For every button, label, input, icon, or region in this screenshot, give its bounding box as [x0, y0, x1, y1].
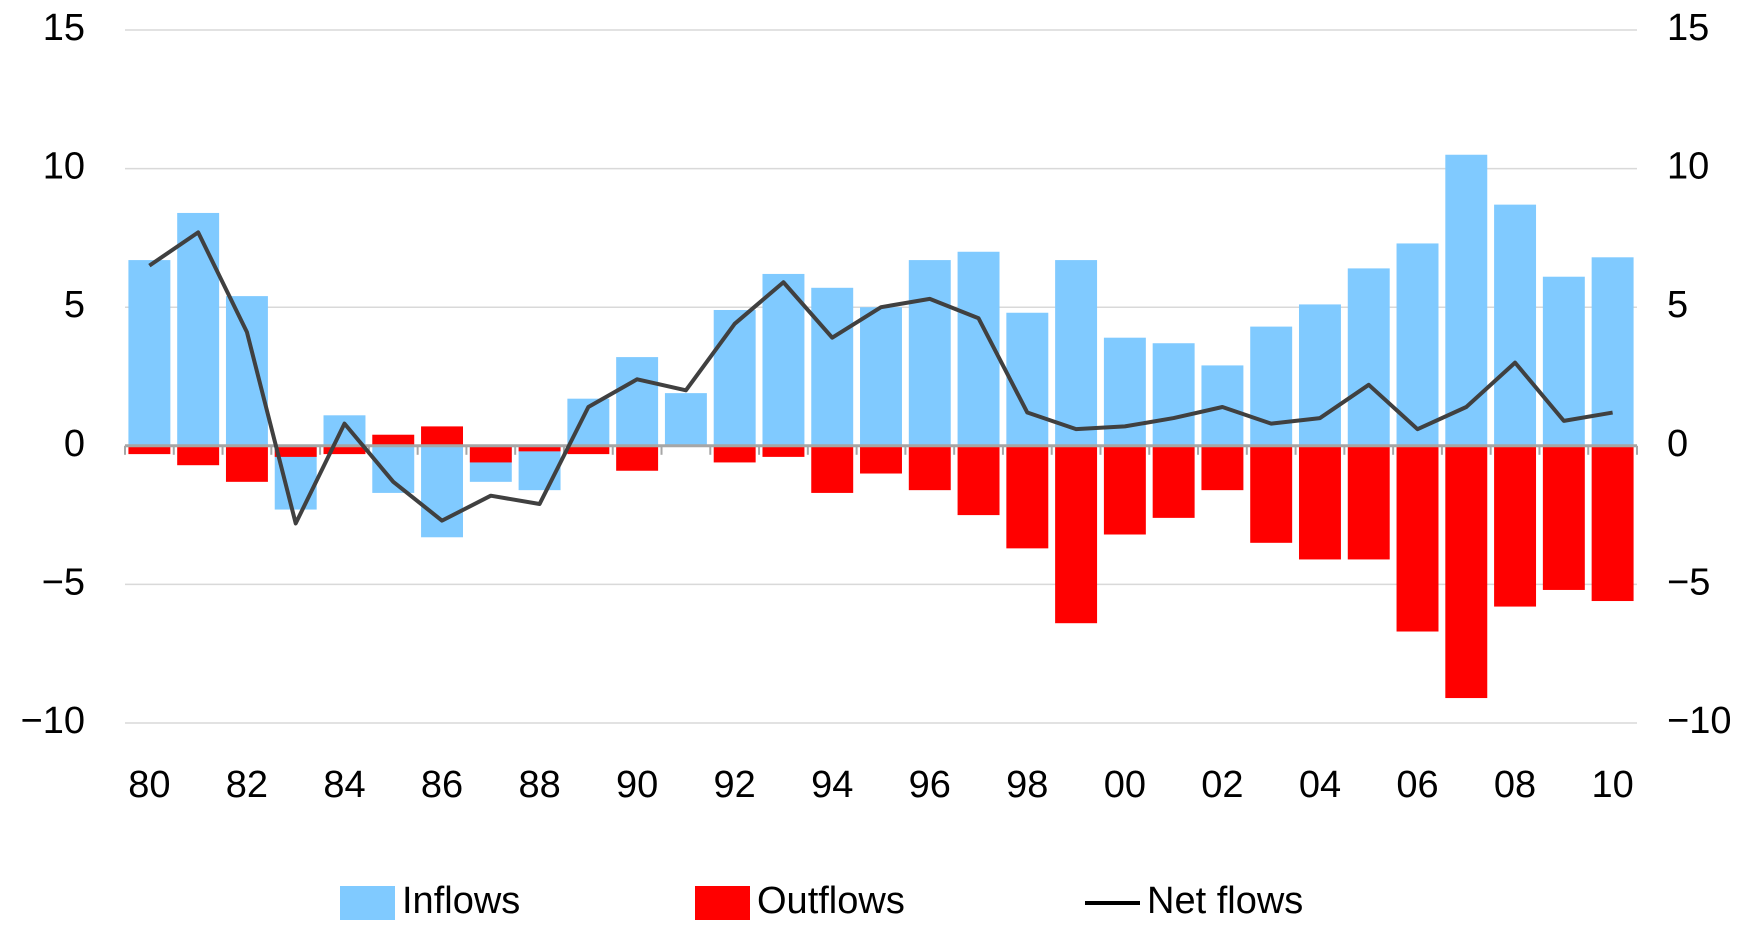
y2-tick-label: 0: [1667, 423, 1688, 465]
x-tick-label: 86: [421, 764, 463, 806]
bar: [421, 426, 464, 446]
y2-tick-label: −5: [1667, 561, 1710, 603]
y-tick-label: 10: [43, 146, 85, 188]
bar: [177, 212, 220, 446]
x-tick-label: 88: [518, 764, 560, 806]
x-tick-label: 08: [1494, 764, 1536, 806]
x-tick-label: 90: [616, 764, 658, 806]
bar: [616, 357, 659, 446]
legend-swatch: [695, 886, 750, 920]
bar: [372, 445, 415, 493]
y-tick-label: 0: [64, 423, 85, 465]
bar: [1152, 445, 1195, 518]
legend-swatch: [340, 886, 395, 920]
y-tick-label: 5: [64, 284, 85, 326]
bar: [518, 445, 561, 452]
x-tick-label: 92: [714, 764, 756, 806]
line: [148, 230, 1613, 526]
legend-label: Inflows: [402, 880, 520, 922]
bar: [1445, 154, 1488, 446]
bar: [225, 296, 268, 446]
bar: [957, 445, 1000, 516]
y-tick-label: 15: [43, 7, 85, 49]
bar: [1006, 445, 1049, 549]
bar: [1103, 445, 1146, 535]
bar: [1298, 445, 1341, 560]
bar: [860, 445, 902, 474]
x-tick-label: 06: [1396, 764, 1438, 806]
x-tick-label: 82: [226, 764, 268, 806]
bar: [1055, 445, 1098, 624]
bar: [713, 309, 756, 446]
bar: [908, 260, 951, 446]
bar: [1055, 260, 1098, 446]
bar: [274, 445, 317, 457]
bar: [128, 260, 171, 446]
bar: [713, 445, 756, 463]
bar: [225, 445, 268, 482]
bar: [1591, 445, 1634, 602]
bar: [1250, 445, 1293, 543]
bar: [421, 445, 464, 538]
bar: [1494, 204, 1537, 446]
bar: [1396, 243, 1439, 446]
bar: [1347, 268, 1390, 446]
bar: [664, 393, 707, 446]
bar: [762, 273, 805, 446]
legend-label: Net flows: [1147, 880, 1303, 922]
bar: [518, 445, 561, 491]
bar: [1298, 304, 1341, 446]
y2-tick-label: 10: [1667, 146, 1709, 188]
legend-label: Outflows: [757, 880, 905, 922]
bar: [811, 445, 854, 493]
bar: [860, 307, 902, 446]
x-tick-label: 00: [1104, 764, 1146, 806]
bar: [811, 287, 854, 446]
bar: [1494, 445, 1537, 607]
bar: [1396, 445, 1439, 632]
x-tick-label: 94: [811, 764, 853, 806]
y2-tick-label: 5: [1667, 284, 1688, 326]
bar: [1250, 326, 1293, 446]
bar: [1201, 445, 1244, 491]
bar: [1542, 445, 1585, 590]
bar: [372, 434, 415, 446]
x-tick-label: 02: [1201, 764, 1243, 806]
bar: [1591, 257, 1634, 446]
bar: [1006, 312, 1049, 446]
x-tick-label: 98: [1006, 764, 1048, 806]
y-tick-label: −10: [21, 700, 85, 742]
bar: [1347, 445, 1390, 560]
x-tick-label: 10: [1591, 764, 1633, 806]
bar: [177, 445, 220, 466]
bar: [616, 445, 659, 471]
x-tick-label: 04: [1299, 764, 1341, 806]
y2-tick-label: −10: [1667, 700, 1731, 742]
bar: [469, 445, 512, 463]
bar: [128, 445, 171, 455]
bar: [762, 445, 805, 457]
x-tick-label: 84: [323, 764, 365, 806]
bar: [1445, 445, 1488, 699]
bar: [1103, 337, 1146, 446]
bar: [1152, 343, 1195, 446]
y-tick-label: −5: [42, 561, 85, 603]
bar: [908, 445, 951, 491]
bar: [567, 445, 610, 455]
bar: [323, 445, 366, 455]
y2-tick-label: 15: [1667, 7, 1709, 49]
x-tick-label: 80: [128, 764, 170, 806]
x-tick-label: 96: [909, 764, 951, 806]
